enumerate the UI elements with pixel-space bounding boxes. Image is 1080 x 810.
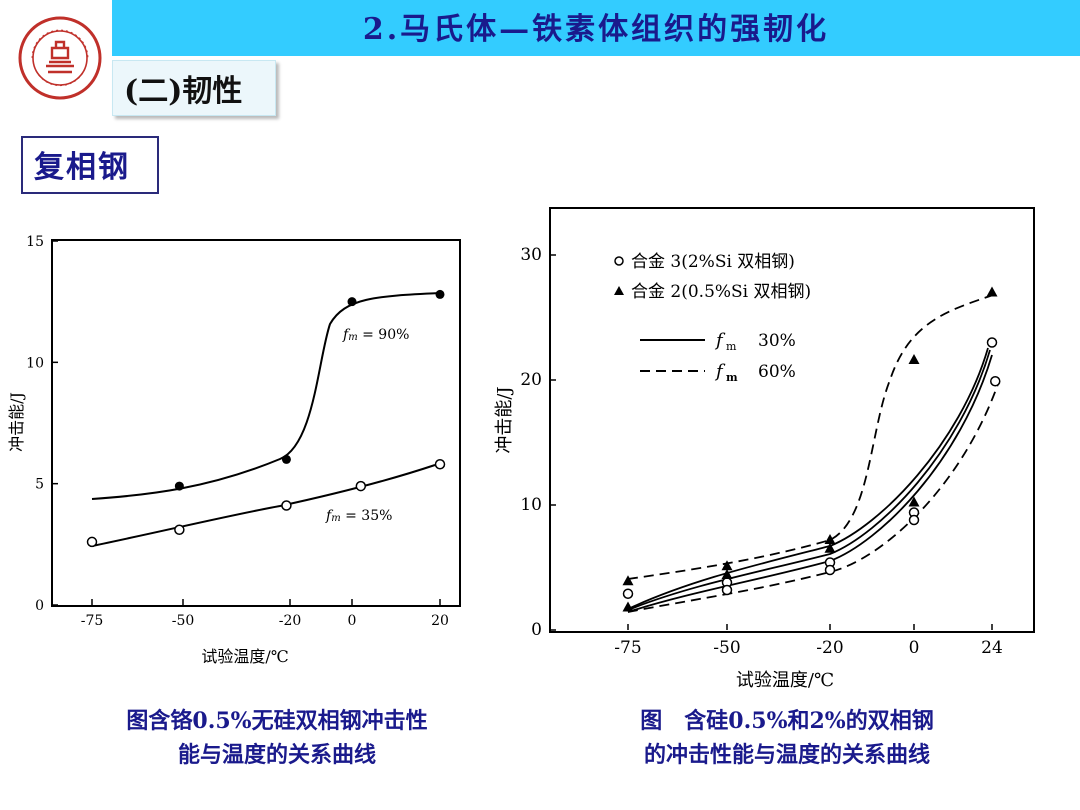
label-fm-35: fm = 35% [325, 508, 392, 524]
y-axis-label: 冲击能/J [494, 386, 515, 453]
data-point [986, 286, 998, 297]
data-point [622, 588, 634, 599]
section-subtitle: (二)韧性 [124, 74, 243, 109]
legend-fm-symbol-2: f [714, 361, 726, 382]
data-point [990, 376, 1001, 387]
chart-right: -75 -50 -20 0 24 0 10 20 30 合金 3(2%Si 双相钢) 合金 2(… [494, 207, 1035, 691]
x-axis-label: 试验温度/℃ [201, 647, 288, 666]
data-point [281, 454, 291, 464]
data-point [908, 514, 920, 526]
legend-alloy2: 合金 2(0.5%Si 双相钢) [631, 282, 811, 302]
data-point [174, 524, 185, 536]
data-point [347, 297, 357, 307]
data-point [986, 337, 998, 348]
x-tick-label: -75 [81, 613, 104, 629]
curve-fm-30-b [627, 349, 991, 611]
x-tick-label: 0 [348, 613, 357, 629]
legend-filled-triangle-icon [614, 286, 624, 295]
y-tick-label: 20 [520, 370, 542, 390]
chart-left: -75 -50 -20 0 20 0 5 10 15 fm = 90% fm = 35% 试验温… [7, 234, 461, 666]
x-tick-label: -50 [172, 613, 195, 629]
data-point [824, 534, 836, 544]
legend-alloy3: 合金 3(2%Si 双相钢) [631, 252, 795, 272]
caption-left-line1: 图含铬0.5%无硅双相钢冲击性 [126, 708, 428, 734]
plot-frame [549, 207, 1035, 633]
data-point [824, 564, 836, 576]
legend-fm-sub-1: m [726, 340, 737, 353]
y-tick-label: 30 [520, 245, 542, 265]
caption-left: 图含铬0.5%无硅双相钢冲击性 能与温度的关系曲线 [62, 704, 492, 772]
title-bar [112, 0, 1080, 56]
caption-right-line1: 图 含硅0.5%和2%的双相钢 [640, 708, 934, 734]
data-point [721, 560, 733, 571]
data-point [281, 500, 292, 511]
x-tick-label: -50 [713, 638, 740, 658]
y-tick-label: 0 [531, 620, 542, 640]
slide-title: 2.马氏体—铁素体组织的强韧化 [362, 12, 830, 47]
caption-left-line2: 能与温度的关系曲线 [177, 742, 376, 768]
data-point [435, 289, 445, 299]
plot-frame [51, 239, 461, 607]
subtitle-box [112, 60, 276, 116]
curve-fm-60-low [627, 383, 999, 613]
data-point [355, 480, 367, 492]
data-point [174, 481, 184, 491]
x-tick-label: -20 [816, 638, 843, 658]
x-axis-label: 试验温度/℃ [736, 670, 834, 691]
data-point [721, 569, 733, 579]
curve-fm-90 [91, 292, 441, 500]
data-point [908, 354, 920, 364]
x-tick-label: -75 [614, 638, 641, 658]
x-tick-label: 20 [431, 613, 449, 629]
data-point [824, 542, 836, 553]
x-tick-label: 24 [981, 638, 1003, 658]
legend: 合金 3(2%Si 双相钢) 合金 2(0.5%Si 双相钢) f m 30% … [614, 252, 811, 384]
data-point [622, 601, 634, 612]
data-point [622, 575, 634, 586]
legend-fm-symbol-1: f [714, 330, 726, 351]
curve-fm-30-a [627, 354, 993, 613]
legend-fm-sub-2: m [726, 371, 738, 384]
legend-fm60: 60% [758, 362, 796, 382]
x-tick-label: -20 [279, 613, 302, 629]
curve-fm-60-high [627, 293, 997, 580]
university-seal-icon [18, 16, 102, 100]
y-tick-label: 5 [35, 477, 44, 493]
y-axis-label: 冲击能/J [7, 392, 26, 452]
y-tick-label: 15 [26, 234, 44, 250]
data-point [908, 496, 920, 507]
curve-fm-30-c [627, 347, 989, 610]
label-fm-90: fm = 90% [342, 327, 409, 343]
legend-fm30: 30% [758, 331, 796, 351]
y-tick-label: 10 [520, 495, 542, 515]
y-tick-label: 0 [35, 598, 44, 614]
data-point [721, 584, 733, 596]
section-tag: 复相钢 [34, 150, 130, 185]
legend-open-circle-icon [614, 256, 624, 266]
x-tick-label: 0 [909, 638, 920, 658]
y-tick-label: 10 [26, 355, 44, 371]
tag-box [21, 136, 159, 194]
data-point [86, 536, 98, 548]
caption-right: 图 含硅0.5%和2%的双相钢 的冲击性能与温度的关系曲线 [572, 704, 1002, 772]
data-point [434, 459, 446, 470]
caption-right-line2: 的冲击性能与温度的关系曲线 [643, 742, 930, 768]
curve-fm-35 [91, 464, 436, 547]
